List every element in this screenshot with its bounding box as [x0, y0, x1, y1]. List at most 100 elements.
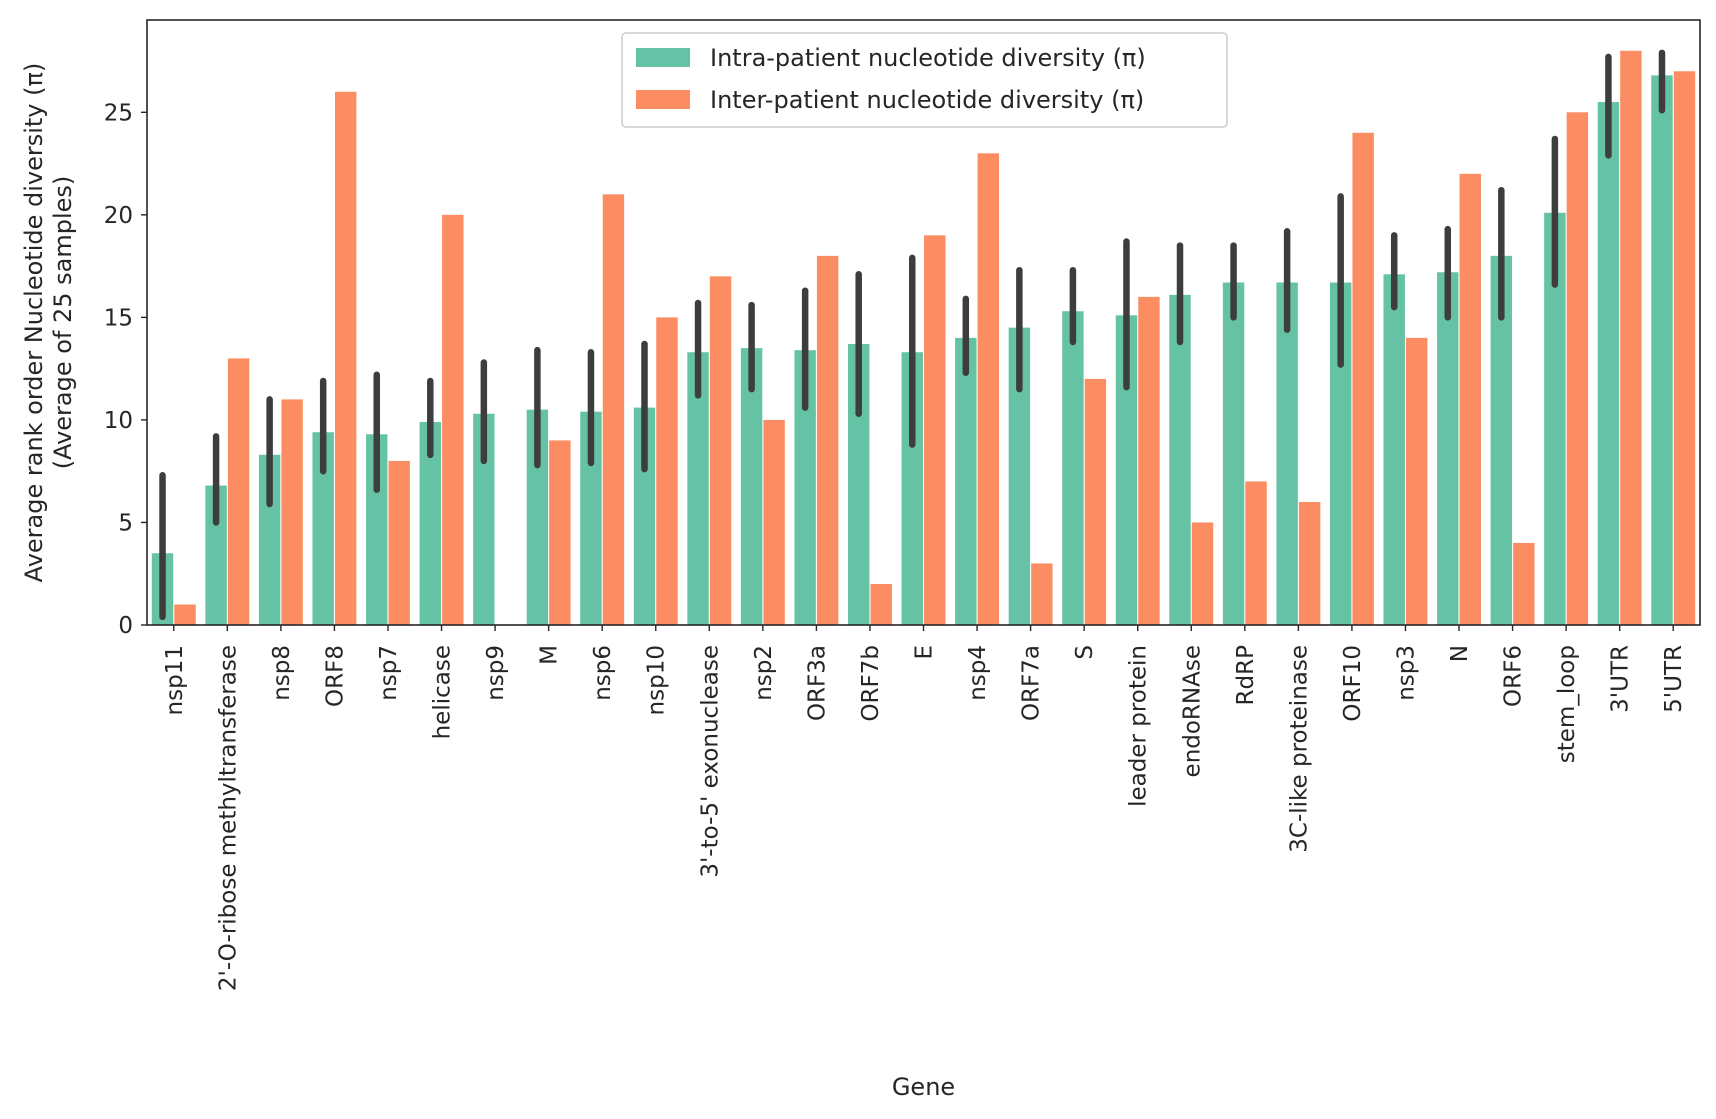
bar-inter-1 — [227, 358, 250, 625]
bar-intra-18 — [1115, 315, 1138, 625]
bar-inter-9 — [656, 317, 678, 625]
y-axis-label-line2: (Average of 25 samples) — [49, 176, 77, 470]
legend-swatch-intra — [636, 48, 690, 67]
x-tick-label: nsp7 — [376, 645, 402, 701]
x-tick-label: ORF7b — [858, 645, 884, 722]
x-tick-label: nsp4 — [965, 645, 991, 701]
x-tick-label: ORF3a — [804, 645, 830, 721]
bar-inter-2 — [281, 399, 303, 625]
bar-intra-13 — [847, 344, 870, 625]
x-tick-label: ORF10 — [1340, 645, 1366, 722]
x-tick-label: nsp3 — [1393, 645, 1419, 701]
bar-inter-12 — [816, 255, 839, 625]
bar-inter-22 — [1352, 132, 1374, 625]
bar-intra-26 — [1544, 212, 1566, 625]
bar-intra-19 — [1169, 294, 1191, 625]
bar-intra-9 — [633, 407, 656, 625]
x-tick-label: nsp8 — [269, 645, 295, 701]
x-tick-label: 3'UTR — [1608, 645, 1634, 713]
bar-inter-0 — [174, 604, 196, 625]
bar-inter-15 — [977, 153, 1000, 625]
bar-inter-18 — [1138, 296, 1160, 625]
x-tick-label: nsp2 — [751, 645, 777, 701]
bar-inter-23 — [1406, 337, 1428, 625]
bar-inter-5 — [442, 214, 464, 625]
y-tick-label: 10 — [104, 408, 133, 434]
bar-inter-19 — [1191, 522, 1214, 625]
x-tick-label: N — [1447, 645, 1473, 662]
y-tick-label: 5 — [118, 510, 133, 536]
x-axis-label: Gene — [892, 1073, 955, 1101]
bar-intra-17 — [1062, 311, 1084, 625]
bar-inter-3 — [334, 91, 357, 625]
bar-inter-8 — [602, 194, 625, 626]
x-tick-label: ORF7a — [1019, 645, 1045, 721]
x-tick-label: helicase — [430, 645, 456, 739]
bar-inter-24 — [1459, 173, 1481, 626]
x-tick-label: leader protein — [1126, 645, 1152, 807]
x-tick-label: E — [912, 645, 938, 660]
x-tick-label: M — [537, 645, 563, 665]
bar-intra-12 — [794, 350, 816, 625]
error-bars-layer — [159, 49, 1666, 621]
bar-intra-27 — [1597, 102, 1620, 626]
x-tick-label: nsp11 — [162, 645, 188, 715]
bar-inter-26 — [1566, 112, 1589, 625]
bar-intra-24 — [1437, 272, 1459, 625]
bar-inter-17 — [1084, 378, 1107, 625]
x-tick-label: S — [1072, 645, 1098, 660]
bar-intra-2 — [258, 454, 281, 625]
bar-inter-16 — [1031, 563, 1053, 625]
bar-intra-16 — [1008, 327, 1031, 625]
bar-intra-8 — [580, 411, 602, 625]
legend-label-intra: Intra-patient nucleotide diversity (π) — [710, 44, 1146, 72]
y-axis-ticks: 0 5 10 15 20 25 — [104, 100, 147, 639]
y-tick-label: 25 — [104, 100, 133, 126]
bar-inter-27 — [1620, 50, 1642, 626]
y-tick-label: 0 — [118, 613, 133, 639]
bar-intra-6 — [473, 413, 495, 625]
bars-layer — [151, 50, 1696, 626]
bar-intra-10 — [687, 352, 709, 625]
bar-intra-25 — [1490, 255, 1513, 625]
bar-inter-11 — [763, 419, 785, 625]
bar-intra-15 — [955, 337, 977, 625]
bar-intra-21 — [1276, 282, 1298, 625]
x-tick-label: ORF6 — [1501, 645, 1527, 707]
bar-inter-4 — [388, 460, 410, 625]
bar-inter-13 — [870, 583, 892, 625]
bar-inter-20 — [1245, 481, 1267, 625]
legend: Intra-patient nucleotide diversity (π) I… — [621, 32, 1228, 128]
bar-inter-14 — [924, 235, 946, 625]
x-tick-label: 3C-like proteinase — [1286, 645, 1312, 853]
x-tick-label: endoRNAse — [1179, 645, 1205, 777]
bar-intra-23 — [1383, 274, 1405, 625]
bar-inter-28 — [1673, 71, 1696, 626]
bar-inter-21 — [1298, 501, 1321, 625]
bar-intra-14 — [901, 352, 923, 625]
x-axis-ticks: nsp11 2'-O-ribose methyltransferase nsp8 OR… — [162, 625, 1687, 991]
y-axis-label-line1: Average rank order Nucleotide diversity … — [20, 63, 48, 583]
x-tick-label: 5'UTR — [1661, 645, 1687, 713]
y-tick-label: 15 — [104, 305, 133, 331]
bar-inter-7 — [549, 440, 571, 625]
bar-intra-7 — [526, 409, 549, 625]
bar-inter-10 — [709, 276, 732, 625]
x-tick-label: 2'-O-ribose methyltransferase — [215, 645, 241, 991]
legend-label-inter: Inter-patient nucleotide diversity (π) — [710, 86, 1144, 114]
bar-intra-4 — [366, 434, 388, 625]
x-tick-label: 3'-to-5' exonuclease — [697, 645, 723, 878]
bar-intra-22 — [1329, 282, 1352, 625]
x-tick-label: nsp10 — [644, 645, 670, 715]
bar-inter-25 — [1513, 542, 1535, 625]
bar-intra-20 — [1222, 282, 1245, 625]
bar-intra-28 — [1651, 75, 1673, 626]
x-tick-label: nsp9 — [483, 645, 509, 701]
legend-box — [621, 32, 1228, 128]
bar-intra-3 — [312, 432, 334, 625]
x-tick-label: stem_loop — [1554, 645, 1580, 763]
legend-swatch-inter — [636, 90, 690, 109]
bar-intra-11 — [740, 348, 763, 625]
x-tick-label: ORF8 — [322, 645, 348, 707]
